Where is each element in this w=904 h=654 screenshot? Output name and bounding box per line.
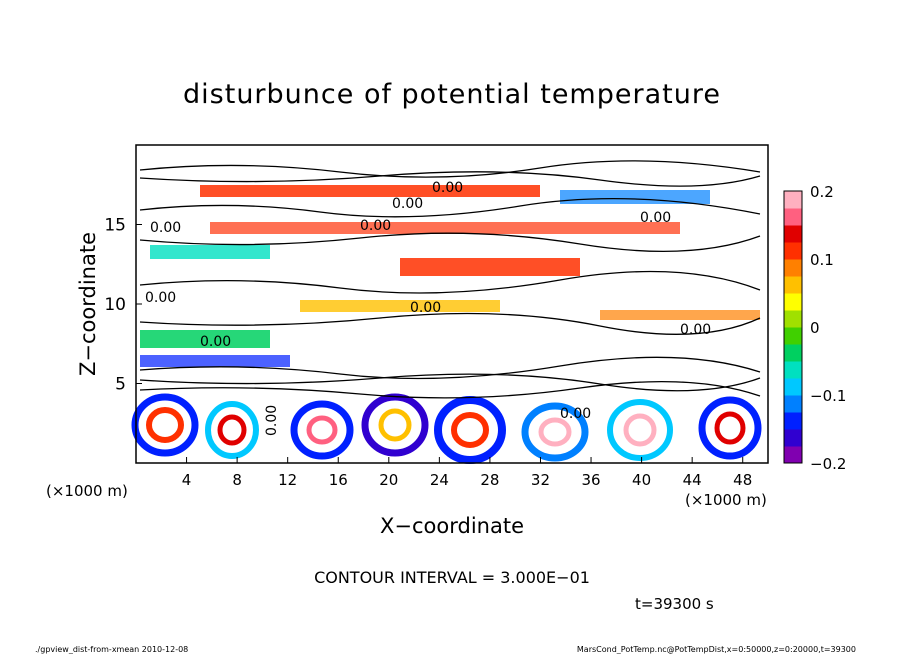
contour-label: 0.00	[200, 334, 231, 350]
colorbar-swatch	[784, 429, 802, 447]
contour-label: 0.00	[680, 322, 711, 338]
colorbar-labels: 0.2 0.1 0 −0.1 −0.2	[810, 183, 846, 473]
colorbar-swatch	[784, 446, 802, 464]
band-cool-3	[140, 330, 270, 348]
x-tick-label: 20	[379, 471, 398, 489]
colorbar-label: 0.1	[810, 251, 834, 269]
x-axis-unit-right: (×1000 m)	[685, 491, 767, 509]
contour-label: 0.00	[145, 290, 176, 306]
colorbar-label: 0	[810, 319, 820, 337]
colorbar-swatch	[784, 361, 802, 379]
contour-lines	[139, 160, 761, 399]
x-tick-label: 40	[632, 471, 651, 489]
plot-area	[131, 144, 769, 464]
x-axis-label: X−coordinate	[380, 514, 524, 538]
y-axis-ticks: 5 10 15	[104, 216, 142, 395]
band-cool-2	[560, 190, 710, 204]
x-axis-ticks: 4 8 12 16 20 24 28 32 36 40 44 48	[182, 457, 752, 489]
x-tick-label: 12	[278, 471, 297, 489]
band-cool-4	[140, 355, 290, 367]
x-tick-label: 28	[480, 471, 499, 489]
y-tick-label: 15	[104, 216, 126, 236]
colorbar-swatch	[784, 208, 802, 226]
band-cool-1	[150, 245, 270, 259]
colorbar-label: −0.2	[810, 455, 846, 473]
colorbar-swatch	[784, 395, 802, 413]
colorbar-label: −0.1	[810, 387, 846, 405]
contour-interval-label: CONTOUR INTERVAL = 3.000E−01	[314, 568, 590, 587]
x-tick-label: 8	[232, 471, 242, 489]
contour-label: 0.00	[640, 210, 671, 226]
colorbar-swatch	[784, 344, 802, 362]
footer-right: MarsCond_PotTemp.nc@PotTempDist,x=0:5000…	[577, 645, 856, 654]
colorbar-swatch	[784, 276, 802, 294]
contour-label-group: 0.00 0.00 0.00 0.00 0.00 0.00 0.00 0.00 …	[145, 180, 711, 436]
contour-label: 0.00	[410, 300, 441, 316]
x-tick-label: 32	[531, 471, 550, 489]
band-warm-2	[210, 222, 680, 234]
colorbar-swatch	[784, 412, 802, 430]
x-tick-label: 24	[430, 471, 449, 489]
y-tick-label: 5	[115, 375, 126, 395]
contour-label: 0.00	[392, 196, 423, 212]
band-warm-1	[200, 185, 540, 197]
band-warm-4	[300, 300, 500, 312]
time-label: t=39300 s	[635, 595, 714, 613]
lower-eddies	[131, 393, 762, 464]
colorbar-swatch	[784, 259, 802, 277]
colorbar-label: 0.2	[810, 183, 834, 201]
x-tick-label: 44	[683, 471, 702, 489]
contour-label: 0.00	[264, 405, 280, 436]
contour-label: 0.00	[560, 406, 591, 422]
colorbar-swatch	[784, 310, 802, 328]
y-axis-label: Z−coordinate	[76, 232, 100, 376]
colorbar-swatch	[784, 242, 802, 260]
y-tick-label: 10	[104, 295, 126, 315]
chart-title: disturbunce of potential temperature	[183, 79, 721, 110]
x-tick-label: 4	[182, 471, 192, 489]
contour-label: 0.00	[360, 218, 391, 234]
colorbar-swatch	[784, 327, 802, 345]
x-tick-label: 16	[329, 471, 348, 489]
contour-label: 0.00	[432, 180, 463, 196]
x-tick-label: 36	[581, 471, 600, 489]
footer-left: ./gpview_dist-from-xmean 2010-12-08	[35, 645, 188, 654]
x-axis-unit-left: (×1000 m)	[46, 482, 128, 500]
colorbar	[783, 190, 803, 464]
band-warm-5	[600, 310, 760, 320]
colorbar-swatch	[784, 293, 802, 311]
colorbar-swatch	[784, 225, 802, 243]
contour-label: 0.00	[150, 220, 181, 236]
colorbar-swatch	[784, 191, 802, 209]
x-tick-label: 48	[733, 471, 752, 489]
band-warm-3	[400, 258, 580, 276]
colorbar-swatch	[784, 378, 802, 396]
colorbar-frame	[783, 190, 803, 464]
